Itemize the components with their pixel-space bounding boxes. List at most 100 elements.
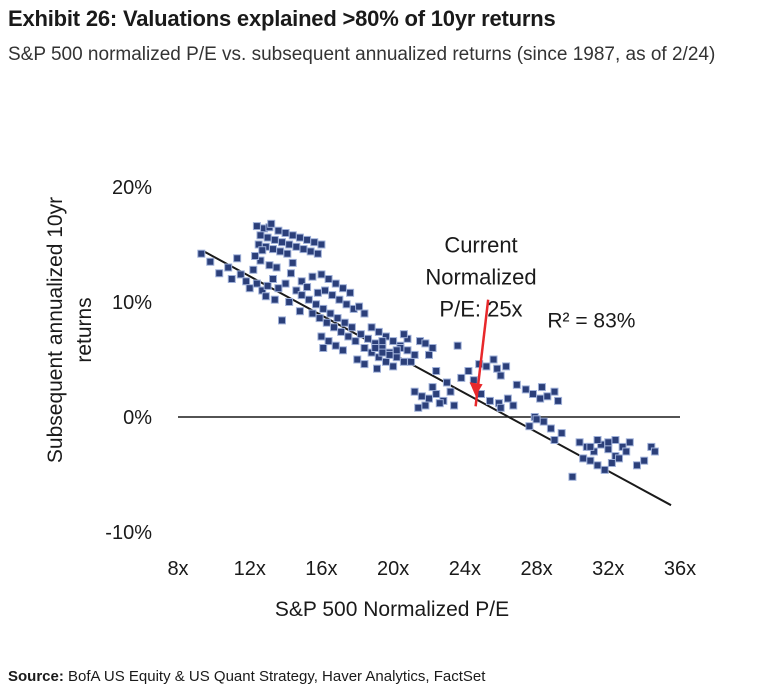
data-point — [337, 327, 346, 336]
data-point — [288, 231, 297, 240]
data-point — [378, 348, 387, 357]
data-point — [215, 269, 224, 278]
data-point — [373, 364, 382, 373]
data-point — [407, 357, 416, 366]
x-tick-label: 8x — [167, 558, 188, 580]
data-point — [277, 238, 286, 247]
y-tick-label: -10% — [105, 522, 152, 544]
data-point — [285, 298, 294, 306]
data-point — [308, 309, 317, 318]
data-point — [256, 256, 265, 265]
chart-axes: 20% 10% 0% -10% 8x 12x 16x 20x 24x 28x 32x 36x S&P 5… — [44, 177, 696, 621]
data-point — [313, 249, 322, 258]
data-point — [403, 346, 412, 355]
data-point — [550, 436, 559, 444]
data-point — [622, 447, 631, 456]
data-point — [421, 339, 430, 348]
x-tick-label: 16x — [305, 558, 337, 580]
data-point — [319, 344, 328, 352]
data-point — [258, 246, 267, 255]
data-point — [333, 314, 342, 323]
current-pe-label: Current Normalized P/E: 25x — [425, 233, 536, 322]
y-tick-label: 20% — [112, 177, 152, 199]
data-point — [650, 447, 659, 456]
data-point — [464, 367, 473, 375]
data-point — [485, 396, 494, 405]
data-point — [261, 292, 270, 301]
data-point — [554, 396, 563, 405]
data-point — [489, 355, 498, 364]
data-point — [496, 403, 505, 412]
data-point — [640, 456, 649, 465]
data-point — [525, 422, 534, 431]
data-point — [385, 350, 394, 359]
data-point — [346, 288, 355, 297]
data-point — [319, 304, 328, 313]
data-point — [432, 390, 441, 398]
data-point — [425, 350, 433, 359]
data-point — [543, 392, 552, 401]
data-points — [197, 219, 659, 481]
data-point — [604, 438, 613, 447]
data-point — [303, 283, 312, 292]
x-tick-label: 20x — [377, 558, 409, 580]
data-point — [371, 344, 380, 352]
source-label: Source: — [8, 668, 64, 685]
data-point — [381, 357, 390, 366]
data-point — [276, 247, 285, 256]
data-point — [360, 344, 369, 352]
data-point — [295, 233, 304, 242]
data-point — [256, 231, 265, 240]
data-point — [224, 263, 233, 272]
data-point — [392, 353, 401, 362]
data-point — [450, 401, 459, 410]
data-point — [242, 277, 251, 286]
data-point — [632, 461, 641, 470]
data-point — [528, 390, 537, 398]
data-point — [611, 436, 620, 444]
data-point — [579, 454, 588, 463]
data-point — [245, 284, 254, 293]
data-point — [532, 415, 541, 424]
current-pe-arrowhead — [469, 382, 483, 397]
data-point — [356, 330, 365, 339]
data-point — [285, 240, 294, 249]
data-point — [389, 337, 398, 346]
x-tick-label: 36x — [664, 558, 696, 580]
data-point — [512, 380, 521, 389]
data-point — [586, 442, 595, 451]
data-point — [414, 403, 423, 412]
source-note: Source: BofA US Equity & US Quant Strate… — [8, 668, 485, 685]
data-point — [324, 275, 333, 283]
data-point — [537, 383, 546, 392]
data-point — [593, 436, 602, 444]
data-point — [389, 362, 398, 371]
data-point — [374, 327, 383, 336]
data-point — [236, 270, 245, 279]
data-point — [503, 394, 512, 403]
data-point — [428, 344, 437, 352]
data-point — [322, 318, 331, 327]
data-point — [317, 270, 326, 279]
data-point — [272, 263, 281, 272]
data-point — [392, 346, 401, 355]
data-point — [263, 281, 272, 290]
data-point — [299, 245, 308, 254]
data-point — [340, 318, 349, 327]
data-point — [351, 337, 360, 346]
data-point — [326, 309, 335, 318]
data-point — [568, 472, 577, 481]
x-tick-label: 28x — [520, 558, 552, 580]
data-point — [288, 258, 297, 267]
data-point — [593, 461, 602, 470]
data-point — [295, 307, 304, 316]
data-point — [331, 341, 340, 350]
data-point — [265, 261, 274, 270]
data-point — [364, 334, 373, 343]
data-point — [600, 465, 609, 474]
data-point — [283, 249, 292, 258]
y-axis-label: Subsequent annualized 10yr returns — [44, 197, 96, 463]
data-point — [502, 362, 511, 371]
data-point — [274, 226, 283, 235]
data-point — [496, 371, 505, 380]
